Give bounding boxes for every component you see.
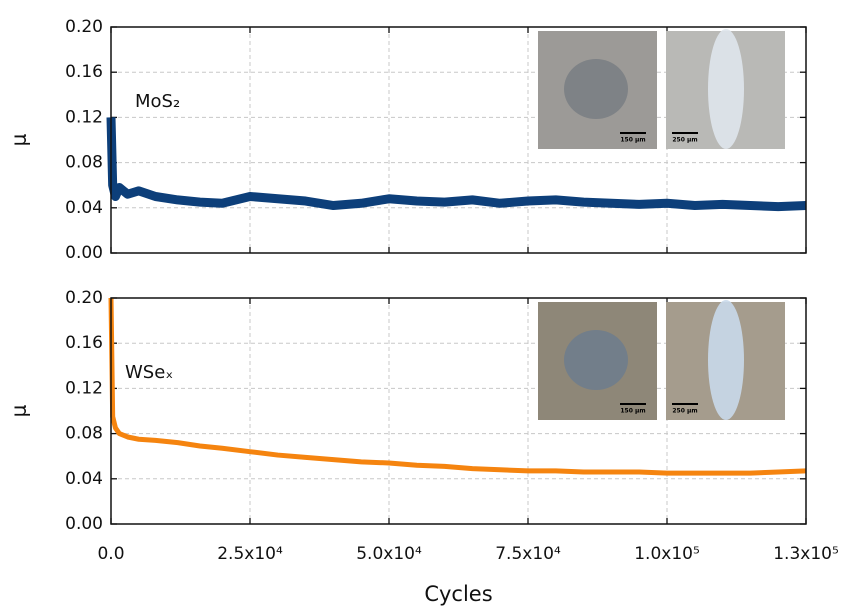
y-tick-label: 0.04 bbox=[65, 198, 103, 218]
y-tick-label: 0.04 bbox=[65, 469, 103, 489]
y-tick-label: 0.00 bbox=[65, 514, 103, 534]
wear-scar bbox=[564, 330, 628, 390]
y-tick-label: 0.12 bbox=[65, 107, 103, 127]
y-tick-label: 0.16 bbox=[65, 333, 103, 353]
y-axis-label: μ bbox=[7, 133, 31, 146]
x-tick-label: 0.0 bbox=[97, 544, 124, 564]
y-tick-label: 0.20 bbox=[65, 17, 103, 37]
inset-image: 150 μm bbox=[538, 302, 657, 420]
panel-label: MoS₂ bbox=[135, 91, 180, 112]
y-tick-label: 0.08 bbox=[65, 424, 103, 444]
inset-image: 150 μm bbox=[538, 31, 657, 149]
scale-label: 250 μm bbox=[672, 408, 697, 415]
y-tick-label: 0.16 bbox=[65, 62, 103, 82]
y-tick-label: 0.00 bbox=[65, 243, 103, 263]
plot-frame bbox=[110, 26, 807, 254]
wear-scar bbox=[708, 29, 744, 149]
x-tick-label: 1.0x10⁵ bbox=[634, 544, 700, 564]
y-tick-label: 0.12 bbox=[65, 378, 103, 398]
data-line bbox=[108, 297, 807, 476]
scale-label: 150 μm bbox=[620, 137, 645, 144]
x-tick-label: 2.5x10⁴ bbox=[217, 544, 283, 564]
x-tick-label: 5.0x10⁴ bbox=[356, 544, 422, 564]
data-line bbox=[106, 117, 807, 212]
y-tick-label: 0.08 bbox=[65, 153, 103, 173]
scale-label: 250 μm bbox=[672, 137, 697, 144]
plot-frame bbox=[110, 297, 807, 525]
wear-scar bbox=[708, 300, 744, 420]
x-tick-label: 1.3x10⁵ bbox=[773, 544, 839, 564]
x-axis-label: Cycles bbox=[424, 582, 492, 606]
wear-scar bbox=[564, 59, 628, 119]
scale-label: 150 μm bbox=[620, 408, 645, 415]
y-tick-label: 0.20 bbox=[65, 288, 103, 308]
y-axis-label: μ bbox=[7, 404, 31, 417]
inset-image: 250 μm bbox=[666, 29, 785, 149]
x-tick-label: 7.5x10⁴ bbox=[495, 544, 561, 564]
panel-label: WSeₓ bbox=[125, 362, 173, 383]
inset-image: 250 μm bbox=[666, 300, 785, 420]
